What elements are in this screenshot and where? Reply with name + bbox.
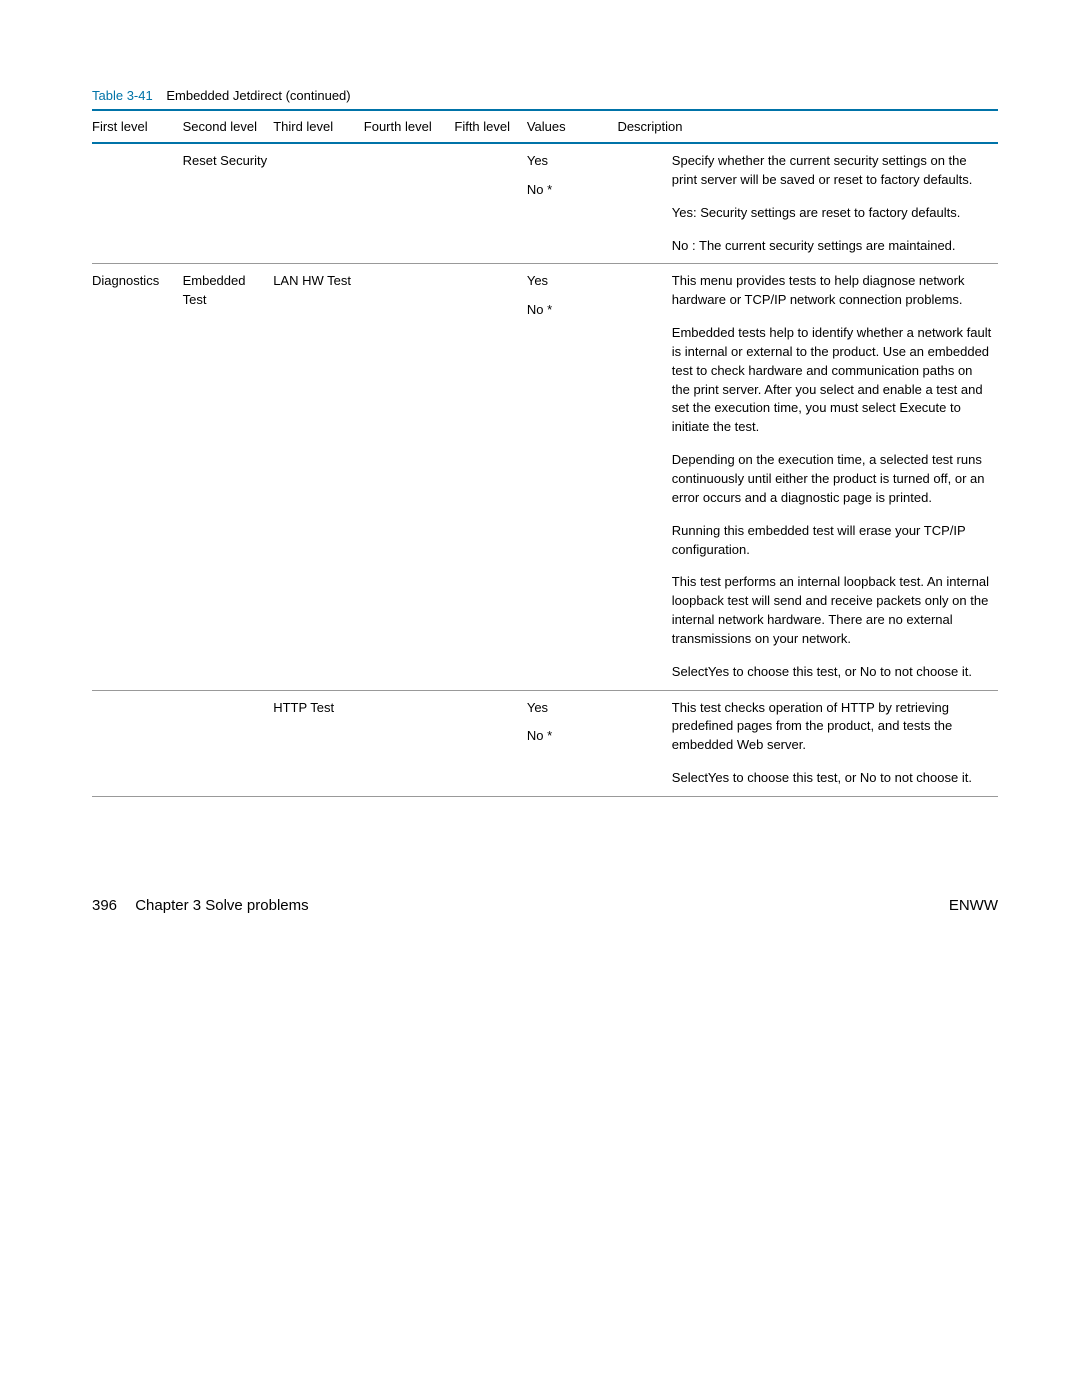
cell: HTTP Test — [273, 690, 364, 796]
spacer-cell — [617, 143, 671, 264]
values-cell: Yes No * — [527, 143, 618, 264]
value-option: Yes — [527, 699, 612, 718]
cell — [183, 690, 274, 796]
col-header: Fourth level — [364, 110, 455, 143]
description-paragraph: SelectYes to choose this test, or No to … — [672, 769, 992, 788]
description-paragraph: Depending on the execution time, a selec… — [672, 451, 992, 508]
footer-left: 396 Chapter 3 Solve problems — [92, 897, 309, 914]
description-paragraph: This test performs an internal loopback … — [672, 573, 992, 648]
spacer-cell — [617, 690, 671, 796]
value-option: No * — [527, 727, 612, 746]
table-caption: Table 3-41 Embedded Jetdirect (continued… — [92, 88, 998, 103]
description-cell: This test checks operation of HTTP by re… — [672, 690, 998, 796]
description-cell: This menu provides tests to help diagnos… — [672, 264, 998, 690]
cell: Embedded Test — [183, 264, 274, 690]
cell — [92, 143, 183, 264]
chapter-title: Chapter 3 Solve problems — [135, 897, 308, 914]
cell: LAN HW Test — [273, 264, 364, 690]
cell — [454, 690, 526, 796]
table-row: Reset Security Yes No * Specify whether the… — [92, 143, 998, 264]
value-option: No * — [527, 301, 612, 320]
cell: Reset Security — [183, 143, 274, 264]
cell — [454, 143, 526, 264]
description-paragraph: Running this embedded test will erase yo… — [672, 522, 992, 560]
cell — [364, 143, 455, 264]
page-number: 396 — [92, 897, 117, 914]
jetdirect-table: First levelSecond levelThird levelFourth… — [92, 109, 998, 797]
col-header: First level — [92, 110, 183, 143]
description-paragraph: Embedded tests help to identify whether … — [672, 324, 992, 437]
cell — [364, 264, 455, 690]
col-header: Fifth level — [454, 110, 526, 143]
table-row: HTTP Test Yes No * This test checks operati… — [92, 690, 998, 796]
table-label: Table 3-41 — [92, 88, 153, 103]
value-option: Yes — [527, 152, 612, 171]
description-paragraph: This menu provides tests to help diagnos… — [672, 272, 992, 310]
col-header: Second level — [183, 110, 274, 143]
description-cell: Specify whether the current security set… — [672, 143, 998, 264]
description-paragraph: This test checks operation of HTTP by re… — [672, 699, 992, 756]
page-footer: 396 Chapter 3 Solve problems ENWW — [0, 837, 1080, 914]
spacer-cell — [617, 264, 671, 690]
cell — [273, 143, 364, 264]
description-paragraph: Specify whether the current security set… — [672, 152, 992, 190]
table-title: Embedded Jetdirect (continued) — [166, 88, 350, 103]
cell — [454, 264, 526, 690]
description-paragraph: Yes: Security settings are reset to fact… — [672, 204, 992, 223]
description-paragraph: No : The current security settings are m… — [672, 237, 992, 256]
cell: Diagnostics — [92, 264, 183, 690]
value-option: Yes — [527, 272, 612, 291]
values-cell: Yes No * — [527, 264, 618, 690]
col-header: Description — [617, 110, 998, 143]
cell — [92, 690, 183, 796]
cell — [364, 690, 455, 796]
values-cell: Yes No * — [527, 690, 618, 796]
table-row: DiagnosticsEmbedded TestLAN HW Test Yes No… — [92, 264, 998, 690]
col-header: Values — [527, 110, 618, 143]
value-option: No * — [527, 181, 612, 200]
col-header: Third level — [273, 110, 364, 143]
description-paragraph: SelectYes to choose this test, or No to … — [672, 663, 992, 682]
footer-right: ENWW — [949, 897, 998, 914]
